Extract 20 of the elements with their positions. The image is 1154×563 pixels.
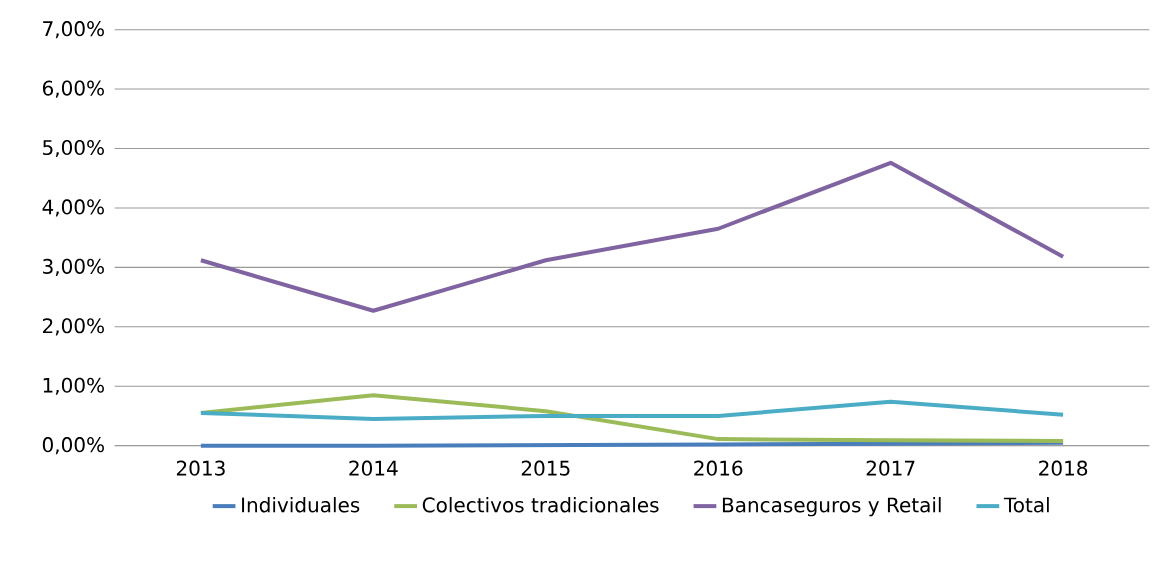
x-tick-label: 2015 bbox=[521, 460, 570, 476]
line-series bbox=[198, 399, 1066, 421]
y-tick-label: 5,00% bbox=[43, 139, 104, 158]
y-tick-label: 4,00% bbox=[42, 199, 104, 217]
x-tick-label: 2014 bbox=[349, 460, 398, 476]
legend-label: Individuales bbox=[242, 497, 360, 513]
line-series bbox=[198, 160, 1066, 313]
x-tick-label: 2013 bbox=[176, 460, 225, 476]
y-tick-label: 2,00% bbox=[43, 318, 104, 336]
x-tick-label: 2017 bbox=[866, 460, 915, 476]
y-tick-label: 6,00% bbox=[42, 80, 104, 98]
legend-label: Total bbox=[1003, 497, 1049, 513]
y-tick-label: 0,00% bbox=[42, 437, 104, 455]
x-tick-label: 2018 bbox=[1039, 460, 1088, 476]
legend-label: Colectivos tradicionales bbox=[422, 497, 659, 513]
y-tick-label: 7,00% bbox=[43, 21, 104, 39]
y-tick-label: 1,00% bbox=[43, 377, 104, 395]
x-tick-label: 2016 bbox=[694, 460, 743, 476]
y-tick-label: 3,00% bbox=[43, 258, 104, 276]
legend-label: Bancaseguros y Retail bbox=[722, 497, 941, 517]
